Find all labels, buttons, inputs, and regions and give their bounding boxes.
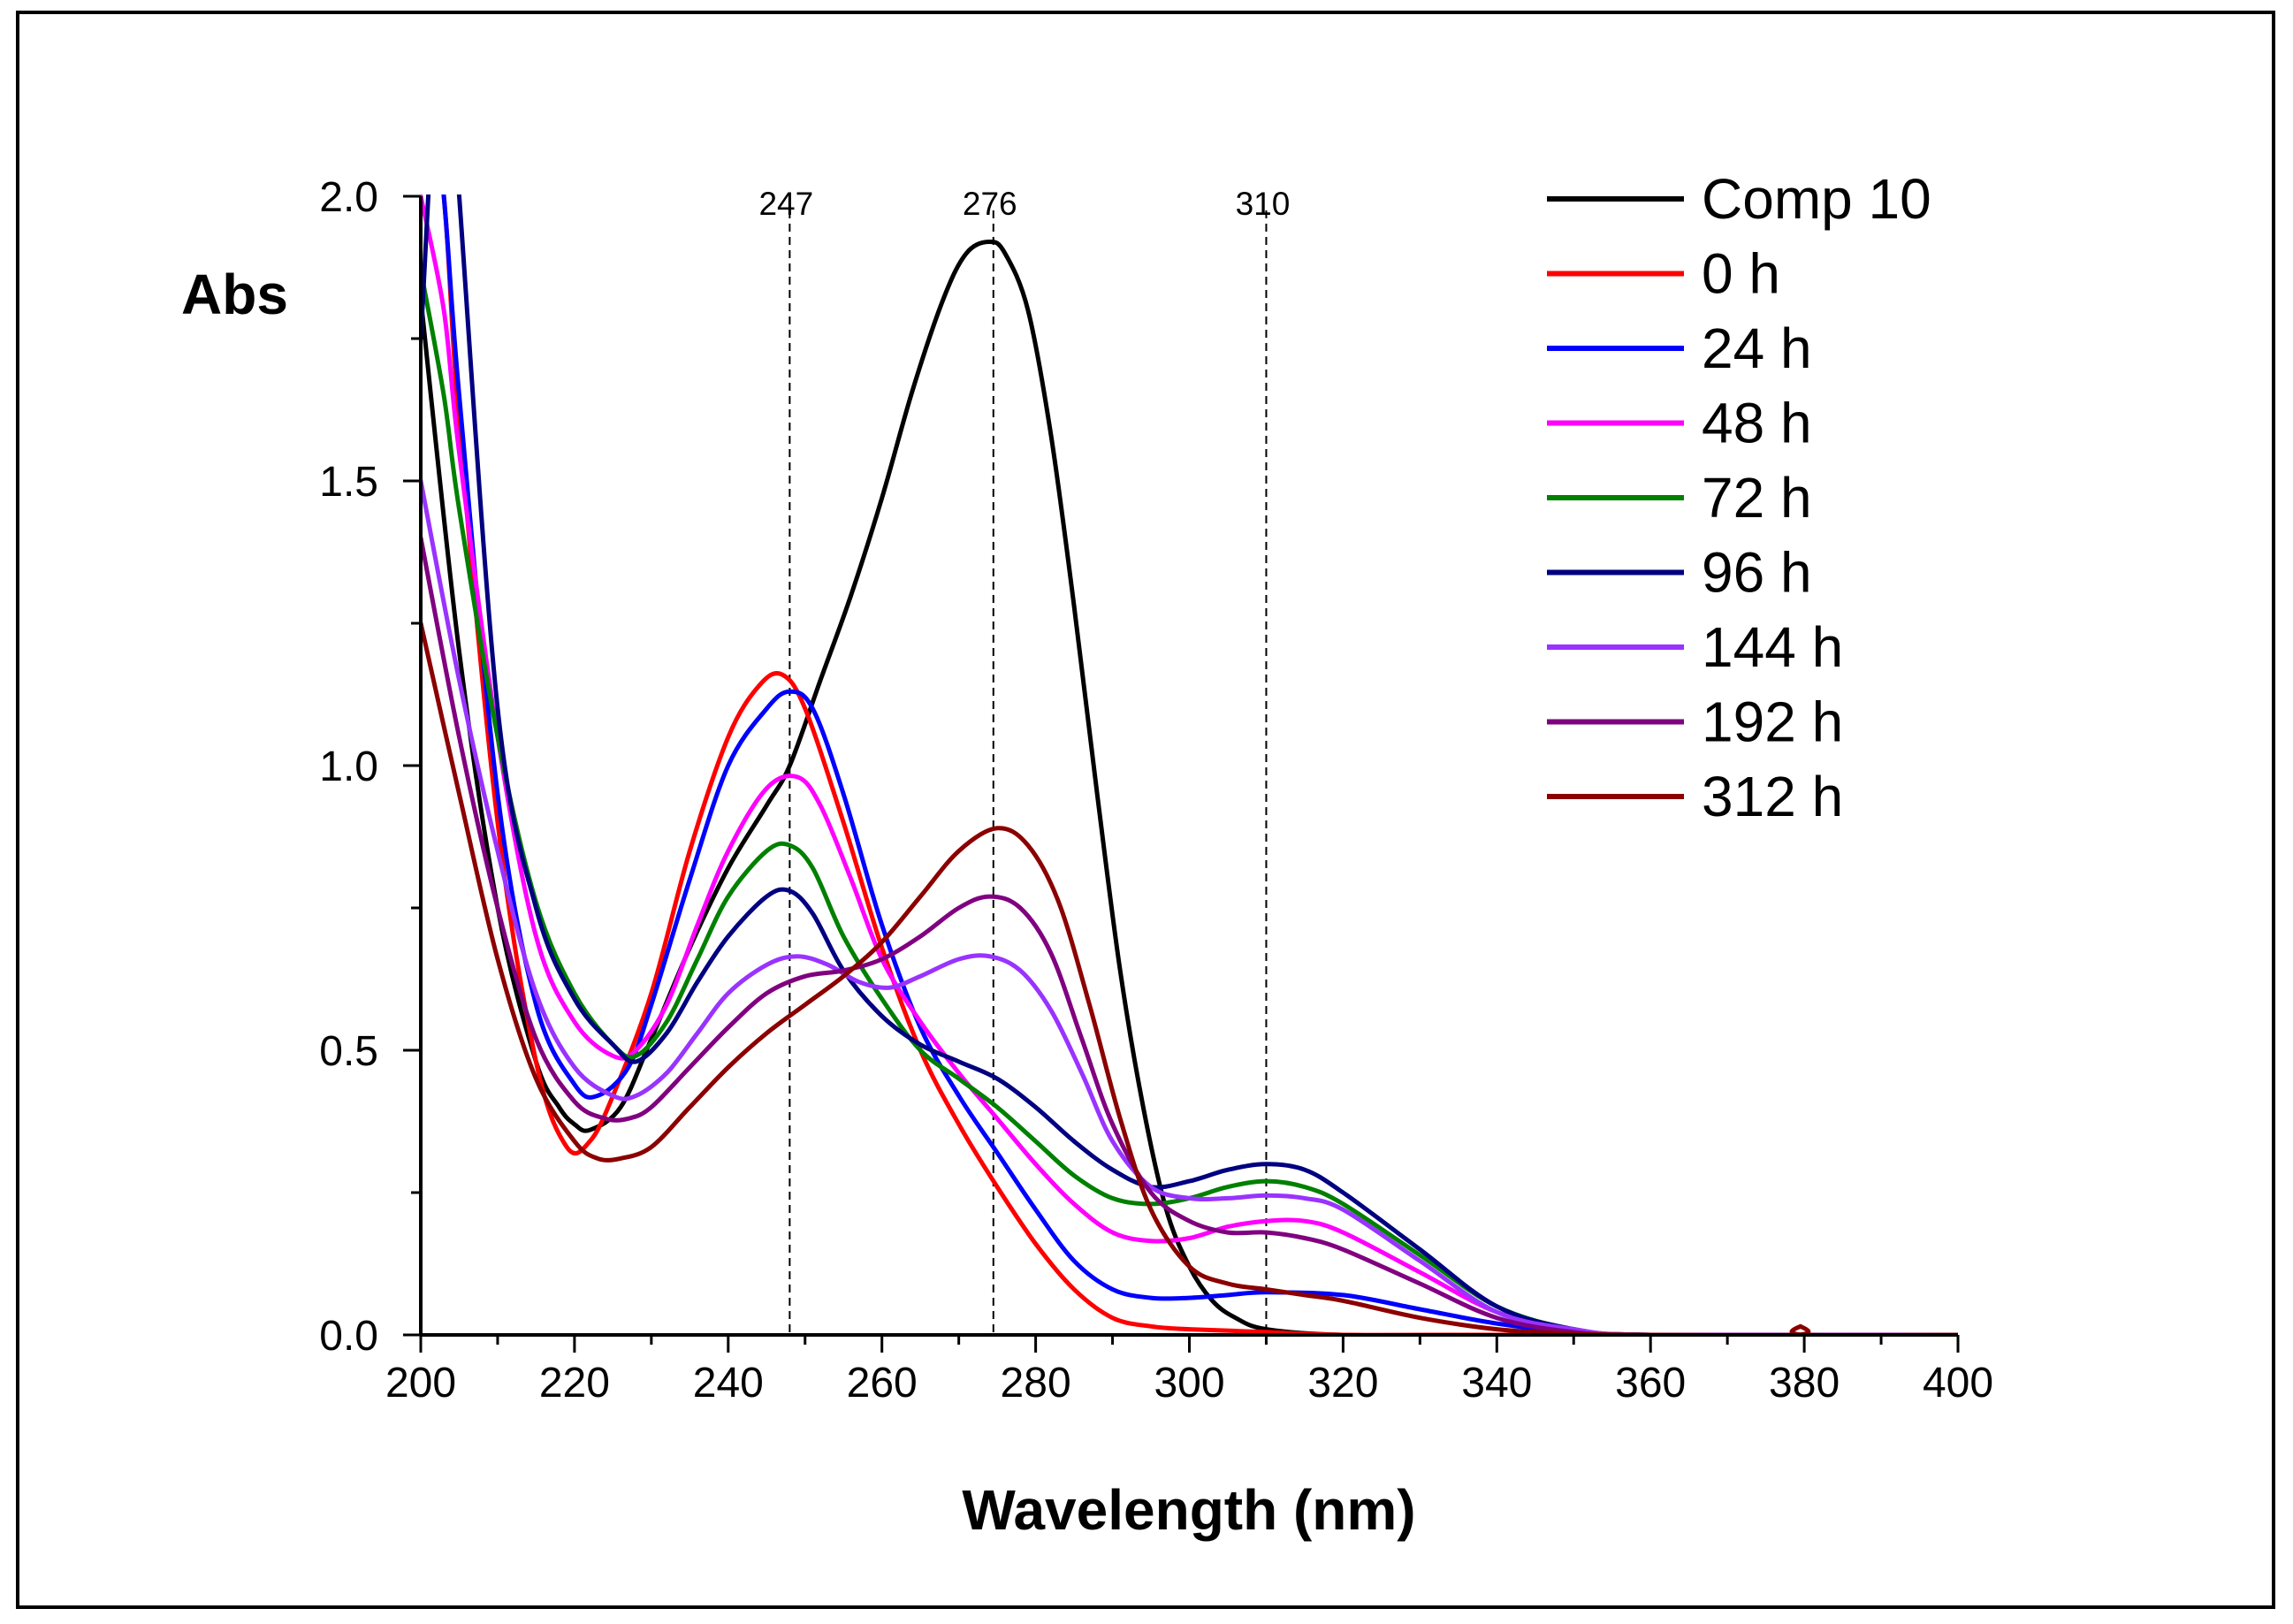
x-tick-label: 380 [1769, 1360, 1840, 1407]
legend-item-48-h: 48 h [1547, 392, 1812, 455]
x-tick-label: 240 [693, 1360, 764, 1407]
peak-label-310: 310 [1236, 186, 1291, 222]
series-line-144-h [421, 478, 1958, 1335]
legend-label: 0 h [1702, 242, 1780, 306]
legend: Comp 10 0 h 24 h 48 h 72 h 96 h 144 h 192 h 312 … [1547, 167, 1931, 828]
legend-label: 48 h [1702, 392, 1812, 455]
x-tick-label: 320 [1307, 1360, 1378, 1407]
legend-item-24-h: 24 h [1547, 316, 1812, 380]
x-tick-label: 400 [1923, 1360, 1993, 1407]
legend-label: Comp 10 [1702, 167, 1931, 231]
legend-item-144-h: 144 h [1547, 615, 1843, 679]
x-tick-label: 220 [539, 1360, 610, 1407]
x-tick-label: 300 [1154, 1360, 1224, 1407]
x-tick-label: 200 [385, 1360, 456, 1407]
x-axis-title: Wavelength (nm) [962, 1478, 1415, 1542]
series-line-96-h [421, 194, 1958, 1335]
peak-label-247: 247 [758, 186, 813, 222]
peak-label-276: 276 [963, 186, 1017, 222]
legend-label: 96 h [1702, 541, 1812, 605]
legend-label: 144 h [1702, 615, 1843, 679]
x-tick-label: 340 [1461, 1360, 1532, 1407]
legend-item-312-h: 312 h [1547, 765, 1843, 828]
legend-label: 72 h [1702, 466, 1812, 530]
y-axis-title: Abs [181, 263, 288, 326]
reference-lines: 247 276 310 [758, 186, 1290, 1335]
y-tick-label: 0.5 [319, 1028, 378, 1075]
x-tick-label: 360 [1615, 1360, 1686, 1407]
legend-item-0-h: 0 h [1547, 242, 1780, 306]
legend-item-192-h: 192 h [1547, 690, 1843, 754]
x-tick-label: 260 [847, 1360, 918, 1407]
y-tick-label: 1.5 [319, 459, 378, 506]
y-tick-label: 0.0 [319, 1313, 378, 1360]
y-tick-label: 2.0 [319, 174, 378, 221]
legend-label: 192 h [1702, 690, 1843, 754]
legend-item-96-h: 96 h [1547, 541, 1812, 605]
legend-item-72-h: 72 h [1547, 466, 1812, 530]
legend-item-comp-10: Comp 10 [1547, 167, 1931, 231]
series-line-0-h [441, 194, 1958, 1335]
legend-label: 24 h [1702, 316, 1812, 380]
x-tick-label: 280 [1001, 1360, 1071, 1407]
figure-border [16, 11, 2275, 1609]
series-line-24-h [441, 194, 1958, 1335]
series-line-48-h [421, 194, 1958, 1335]
axes: 200 220 240 260 280 300 320 340 360 380 400 0.0 0.5 1… [319, 174, 1993, 1407]
y-tick-label: 1.0 [319, 743, 378, 790]
legend-label: 312 h [1702, 765, 1843, 828]
series-line-192-h [421, 535, 1958, 1335]
